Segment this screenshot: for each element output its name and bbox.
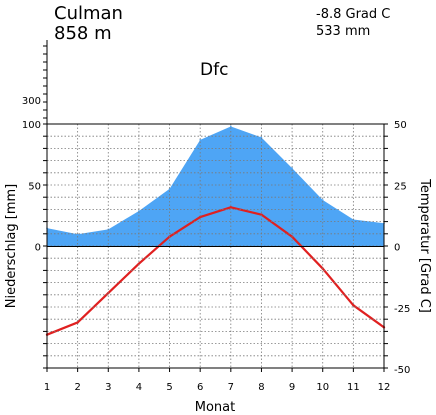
x-tick-label: 1 <box>44 382 50 393</box>
temperature-line <box>46 206 385 336</box>
x-tick-label: 5 <box>166 382 172 393</box>
x-tick-label: 7 <box>228 382 234 393</box>
precipitation-point-9 <box>291 167 293 169</box>
x-tick-label: 3 <box>105 382 111 393</box>
precipitation-point-6 <box>199 139 201 141</box>
upper-precip-scale: 300 <box>22 45 47 119</box>
x-tick-label: 11 <box>347 382 360 393</box>
precip-tick-label: 0 <box>35 243 41 254</box>
axes <box>43 40 388 372</box>
station-name: Culman <box>54 3 123 24</box>
temp-tick-label: -25 <box>394 304 410 315</box>
left-axis-title: Niederschlag [mm] <box>4 184 19 309</box>
x-tick-label: 2 <box>74 382 80 393</box>
temperature-point-4 <box>137 262 141 265</box>
precip-tick-label: 100 <box>22 120 41 131</box>
temperature-point-6 <box>198 215 202 219</box>
temperature-point-7 <box>229 206 233 209</box>
temperature-point-2 <box>76 321 79 324</box>
mean-temperature: -8.8 Grad C <box>316 7 390 22</box>
annual-precipitation: 533 mm <box>316 24 370 39</box>
precipitation-point-7 <box>230 125 232 128</box>
temp-tick-label: 50 <box>394 120 407 131</box>
plot-area <box>45 125 386 336</box>
temp-tick-label: 0 <box>394 243 400 254</box>
precip-tick-label: 50 <box>28 181 41 192</box>
x-tick-label: 8 <box>258 382 264 393</box>
right-axis-title: Temperatur [Grad C] <box>417 178 432 313</box>
x-tick-label: 6 <box>197 382 203 393</box>
x-tick-label: 9 <box>289 382 295 393</box>
temperature-point-11 <box>352 304 355 307</box>
precipitation-point-10 <box>321 199 324 201</box>
climate-class: Dfc <box>200 60 228 80</box>
station-elevation: 858 m <box>54 23 112 44</box>
precip-tick-label-300: 300 <box>22 96 41 107</box>
temp-tick-label: 25 <box>394 181 407 192</box>
x-tick-label: 10 <box>316 382 329 393</box>
precipitation-point-5 <box>168 188 171 190</box>
temp-tick-label: -50 <box>394 365 410 376</box>
x-tick-label: 4 <box>136 382 142 393</box>
precipitation-point-4 <box>138 210 140 212</box>
temperature-point-8 <box>260 213 263 216</box>
precipitation-area <box>47 126 384 247</box>
x-axis-title: Monat <box>195 400 235 415</box>
precipitation-point-8 <box>260 136 263 139</box>
x-tick-label: 12 <box>378 382 391 393</box>
